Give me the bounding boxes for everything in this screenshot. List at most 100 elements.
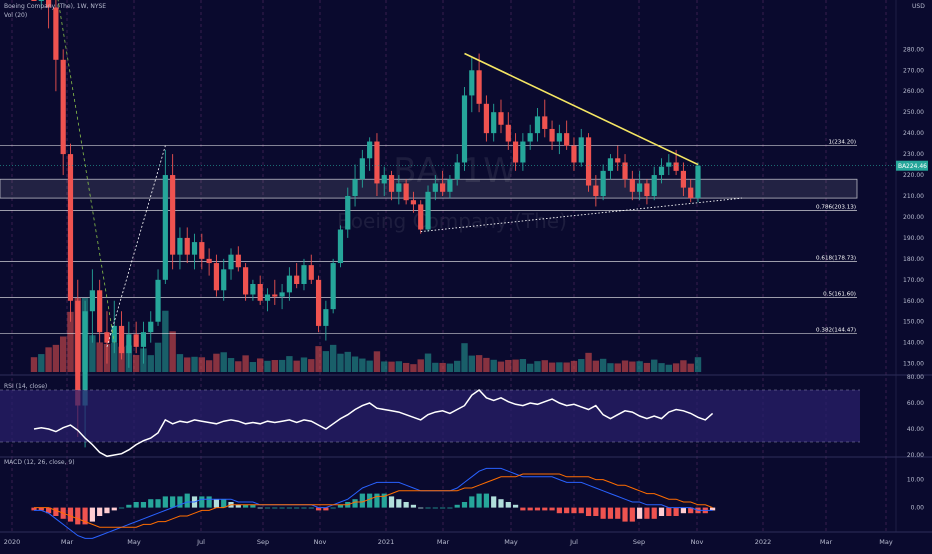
candle-body xyxy=(89,290,95,312)
candle-body xyxy=(410,200,417,205)
ascending-trendline xyxy=(420,197,743,233)
last-price-badge xyxy=(896,160,928,171)
candle-body xyxy=(425,191,431,230)
volume-bar xyxy=(563,362,570,372)
candle-body xyxy=(498,112,504,125)
macd-histogram-bar xyxy=(133,502,139,508)
candle-body xyxy=(213,263,220,291)
macd-histogram-bar xyxy=(542,507,548,511)
macd-histogram-bar xyxy=(272,507,278,509)
macd-histogram-bar xyxy=(483,493,489,508)
macd-histogram-bar xyxy=(352,499,358,508)
volume-bar xyxy=(607,363,614,372)
x-tick-label: 2022 xyxy=(755,538,772,546)
descending-trendline xyxy=(464,52,699,166)
volume-bar xyxy=(132,355,140,372)
macd-histogram-bar xyxy=(381,493,387,508)
volume-bar xyxy=(417,359,424,372)
candle-body xyxy=(257,284,263,301)
volume-bar xyxy=(519,359,527,372)
macd-histogram-bar xyxy=(440,507,446,509)
volume-bar xyxy=(198,357,206,372)
volume-bar xyxy=(89,335,96,372)
macd-histogram-bar xyxy=(294,507,300,509)
macd-histogram-bar xyxy=(556,507,562,514)
volume-bar xyxy=(534,361,541,372)
price-tick-label: 150.00 xyxy=(903,319,924,326)
volume-bar xyxy=(235,361,242,372)
macd-histogram-bar xyxy=(512,504,519,508)
macd-histogram-bar xyxy=(111,507,117,511)
macd-histogram-bar xyxy=(126,504,132,508)
volume-bar xyxy=(242,355,249,372)
candle-body xyxy=(454,162,460,180)
macd-histogram-bar xyxy=(330,507,336,509)
candle-body xyxy=(45,0,52,8)
x-tick-label: May xyxy=(879,538,893,546)
candle-body xyxy=(469,70,475,96)
macd-histogram-bar xyxy=(578,507,584,514)
macd-histogram-bar xyxy=(476,493,482,508)
macd-histogram-bar xyxy=(257,507,263,509)
symbol-title: Boeing Company (The), 1W, NYSE xyxy=(4,3,107,10)
macd-histogram-bar xyxy=(615,507,621,519)
macd-histogram-bar xyxy=(637,507,643,519)
macd-histogram-bar xyxy=(491,496,497,508)
volume-bar xyxy=(651,359,658,372)
rsi-pane: 20.00 40.00 60.00 80.00 xyxy=(0,374,924,459)
candle-body xyxy=(199,242,205,259)
volume-bar xyxy=(468,355,476,372)
candle-body xyxy=(556,133,562,142)
x-tick-label: 2020 xyxy=(4,538,21,546)
candle-body xyxy=(564,133,570,146)
macd-histogram-bar xyxy=(170,496,176,508)
volume-bar xyxy=(402,362,410,372)
swing-line xyxy=(57,0,115,343)
candle-body xyxy=(352,179,358,196)
volume-bar xyxy=(373,351,381,372)
candle-body xyxy=(162,175,168,280)
macd-histogram-bar xyxy=(629,507,635,522)
macd-histogram-bar xyxy=(184,493,190,508)
volume-bar xyxy=(432,362,439,372)
volume-bar xyxy=(329,344,337,372)
macd-histogram-bar xyxy=(250,504,256,508)
macd-line xyxy=(34,467,713,539)
price-pane: 130.00 140.00 150.00 160.00 170.00 180.00 190.… xyxy=(0,0,932,533)
x-tick-label: Mar xyxy=(820,538,833,546)
macd-histogram-bar xyxy=(571,507,577,514)
candle-body xyxy=(148,321,154,333)
macd-histogram-bar xyxy=(498,499,504,508)
candle-body xyxy=(53,7,59,60)
macd-histogram-bar xyxy=(286,507,292,509)
volume-bar xyxy=(424,353,432,372)
macd-histogram-bar xyxy=(104,507,110,514)
candle-body xyxy=(629,179,635,192)
x-tick-label: Jul xyxy=(569,538,578,546)
candle-body xyxy=(593,185,599,196)
volume-bar xyxy=(308,359,315,372)
rsi-band xyxy=(0,390,860,442)
x-tick-label: Mar xyxy=(437,538,450,546)
volume-bar xyxy=(67,311,74,372)
macd-histogram-bar xyxy=(75,507,81,525)
candle-body xyxy=(75,300,81,406)
macd-histogram-bar xyxy=(410,504,417,508)
macd-histogram-bar xyxy=(418,507,424,509)
x-tick-label: Mar xyxy=(61,538,74,546)
fib-level-label: 0.382(144.47) xyxy=(816,327,856,333)
candle-body xyxy=(155,279,161,322)
volume-bar xyxy=(191,356,198,372)
x-tick-label: Sep xyxy=(633,538,645,546)
macd-histogram-bar xyxy=(432,507,438,509)
candle-body xyxy=(680,170,687,188)
volume-bar xyxy=(483,357,490,372)
volume-bar xyxy=(351,356,359,372)
macd-histogram-bar xyxy=(396,499,402,508)
candle-body xyxy=(607,158,614,171)
price-tick-label: 130.00 xyxy=(903,361,924,368)
rsi-line xyxy=(33,389,714,458)
volume-bar xyxy=(461,343,468,372)
